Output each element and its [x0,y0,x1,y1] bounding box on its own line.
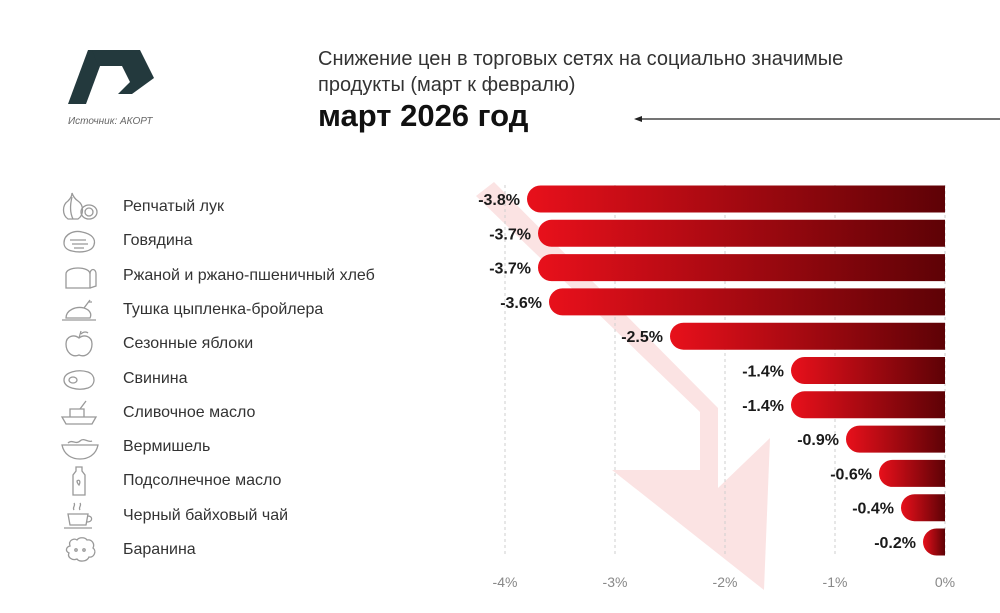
oil-bottle-icon [60,465,106,497]
bar [538,254,945,282]
chart-subtitle: Снижение цен в торговых сетях на социаль… [318,48,844,96]
bar [527,185,945,213]
bar [791,391,945,419]
category-row: Ржаной и ржано-пшеничный хлеб [60,259,460,293]
x-tick-labels: -4% -3% -2% -1% 0% [493,574,956,590]
category-label: Черный байховый чай [123,506,289,524]
bread-icon [60,260,106,292]
category-label: Баранина [123,541,196,558]
tea-cup-icon [60,500,106,532]
bar [791,357,945,384]
category-row: Репчатый лук [60,190,460,224]
bar [900,494,945,522]
category-row: Говядина [60,224,460,258]
value-label: -0.2% [874,535,916,552]
bars [527,185,945,556]
acort-logo [68,50,154,104]
bar [846,425,945,453]
value-label: -0.6% [830,466,872,483]
noodles-icon [60,431,106,463]
category-row: Черный байховый чай [60,499,460,533]
value-label: -3.7% [489,261,531,278]
bar [538,219,945,247]
category-label: Тушка цыпленка-бройлера [123,300,324,318]
lamb-icon [60,534,106,566]
x-tick-label: -2% [713,574,738,590]
value-label: -3.8% [478,192,520,209]
value-label: -3.7% [489,226,531,243]
pork-icon [60,363,106,395]
x-tick-label: -1% [823,574,848,590]
logo-shape-left [68,50,106,104]
value-label: -2.5% [621,329,663,346]
value-label: -0.9% [797,432,839,449]
category-label: Репчатый лук [123,198,224,215]
category-row: Подсолнечное масло [60,464,460,498]
category-label: Вермишель [123,438,211,456]
butter-icon [60,397,106,429]
onion-icon [60,191,106,223]
x-tick-label: -3% [603,574,628,590]
source-note: Источник: АКОРТ [68,116,153,127]
chart-title: март 2026 год [318,98,529,133]
category-row: Тушка цыпленка-бройлера [60,293,460,327]
logo-shape-right [92,50,154,94]
down-arrow-watermark [476,182,770,590]
category-label: Сезонные яблоки [123,335,254,353]
category-label: Ржаной и ржано-пшеничный хлеб [123,266,375,284]
chicken-icon [60,294,106,326]
value-label: -1.4% [742,398,784,415]
x-tick-label: 0% [935,574,955,590]
bar [879,459,945,487]
x-tick-label: -4% [493,574,518,590]
category-row: Баранина [60,533,460,567]
category-label: Сливочное масло [123,403,256,421]
category-label: Говядина [123,232,193,250]
bar [549,288,945,316]
value-label: -3.6% [500,295,542,312]
value-label: -0.4% [852,501,894,518]
bar [923,528,945,556]
value-labels: -3.8% -3.7% -3.7% -3.6% -2.5% -1.4% -1.4% -0.9%… [478,192,916,552]
category-row: Вермишель [60,430,460,464]
category-row: Сезонные яблоки [60,327,460,361]
apple-icon [60,328,106,360]
watermark-arrow-shape [476,182,770,590]
category-row: Свинина [60,362,460,396]
category-row: Сливочное масло [60,396,460,430]
pointer-arrow [634,116,1000,122]
bar [670,322,945,350]
value-label: -1.4% [742,364,784,381]
category-label: Свинина [123,369,188,387]
beef-icon [60,225,106,257]
category-label: Подсолнечное масло [123,472,282,490]
